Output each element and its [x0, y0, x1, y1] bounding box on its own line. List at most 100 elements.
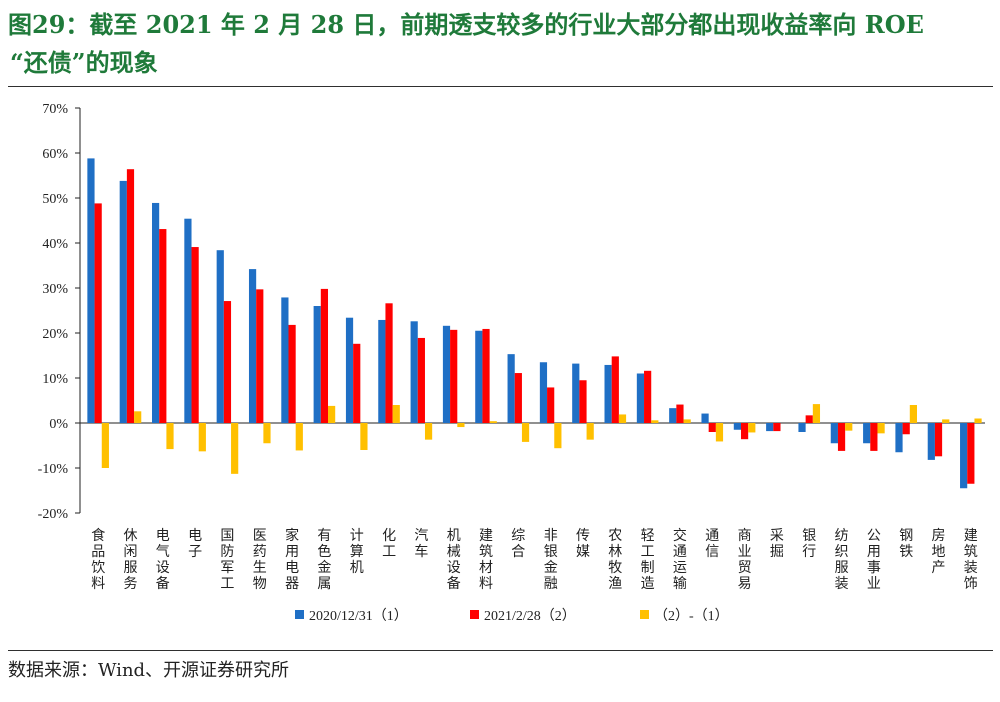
bar-series-2 [773, 423, 781, 432]
bar-series-2 [417, 337, 425, 423]
bar-series-2 [579, 380, 587, 423]
y-tick-label: 10% [42, 372, 68, 387]
bar-series-1 [798, 423, 806, 432]
bar-series-2 [126, 169, 135, 423]
bar-series-1 [475, 330, 483, 423]
bar-series-1 [216, 250, 224, 423]
x-category-label: 传媒 [576, 528, 590, 560]
bar-series-1 [119, 180, 127, 423]
bar-series-2 [159, 229, 167, 423]
y-tick-label: 60% [42, 147, 68, 162]
bar-series-1 [960, 423, 968, 489]
bar-series-3 [457, 423, 465, 428]
bar-series-1 [152, 202, 160, 423]
x-category-label: 轻工制造 [641, 528, 655, 592]
top-rule [8, 86, 993, 87]
x-category-label: 农林牧渔 [608, 528, 622, 592]
bar-series-2 [514, 373, 522, 423]
bar-series-3 [618, 414, 627, 423]
x-category-label: 家用电器 [285, 527, 299, 592]
y-tick-label: 30% [42, 282, 68, 297]
bar-series-3 [101, 423, 109, 468]
bar-series-3 [521, 423, 530, 442]
bar-series-1 [410, 321, 418, 423]
x-category-label: 化工 [382, 528, 396, 560]
y-tick-label: 70% [42, 102, 68, 117]
bar-series-1 [895, 423, 903, 453]
x-category-label: 公用事业 [867, 528, 881, 592]
bar-series-3 [231, 423, 239, 474]
x-category-label: 采掘 [770, 528, 784, 560]
bar-series-1 [733, 423, 741, 430]
bar-series-1 [669, 408, 677, 423]
figure-title: 图29：截至 2021 年 2 月 28 日，前期透支较多的行业大部分都出现收益… [8, 6, 993, 82]
bar-series-3 [877, 423, 885, 434]
y-tick-label: 40% [42, 237, 68, 252]
bar-series-1 [572, 363, 580, 423]
bar-series-1 [442, 325, 451, 423]
source-note: 数据来源：Wind、开源证券研究所 [8, 660, 290, 681]
bar-chart: -20% -10% 0% 10% 20% 30% 40% 50% 60% 70% 食品饮料 休闲服务 电… [38, 102, 985, 624]
bar-series-3 [974, 418, 982, 423]
x-category-label: 汽车 [414, 528, 428, 560]
bar-series-2 [223, 301, 232, 423]
x-category-label: 银行 [802, 528, 816, 560]
x-category-label: 纺织服装 [835, 528, 849, 592]
bar-series-3 [295, 423, 303, 451]
x-category-label: 综合 [511, 528, 525, 560]
y-tick-label: 20% [42, 327, 68, 342]
bar-series-1 [345, 317, 354, 423]
x-category-label: 商业贸易 [738, 528, 752, 592]
bar-series-1 [604, 364, 612, 423]
bar-series-1 [87, 158, 95, 423]
bar-series-3 [942, 419, 950, 423]
bar-series-3 [586, 423, 594, 440]
bar-series-3 [909, 405, 917, 423]
legend-swatch-3 [640, 610, 649, 619]
legend-swatch-2 [470, 610, 479, 619]
figure-title-line-1: 图29：截至 2021 年 2 月 28 日，前期透支较多的行业大部分都出现收益… [8, 10, 924, 39]
bar-series-3 [360, 423, 368, 450]
x-category-label: 有色金属 [317, 528, 331, 592]
x-category-label: 电子 [188, 528, 202, 560]
bottom-rule [8, 650, 993, 651]
bar-series-2 [740, 423, 749, 440]
bar-series-2 [353, 343, 361, 423]
x-category-label: 计算机 [350, 528, 364, 576]
bar-series-3 [134, 411, 142, 423]
bar-series-3 [489, 421, 497, 423]
bar-series-2 [450, 329, 458, 423]
bar-series-1 [184, 218, 192, 423]
bar-series-2 [837, 423, 846, 451]
bar-series-3 [554, 423, 562, 449]
y-tick-label: -20% [38, 507, 69, 522]
legend-label-1: 2020/12/31（1） [309, 608, 408, 624]
y-tick-label: 0% [49, 417, 68, 432]
x-category-label: 机械设备 [447, 528, 461, 592]
bar-series-2 [547, 387, 555, 423]
x-category-label: 钢铁 [899, 528, 913, 560]
bar-series-2 [385, 303, 393, 423]
legend-label-2: 2021/2/28（2） [484, 608, 576, 624]
x-category-label: 建筑材料 [479, 528, 493, 592]
x-category-label: 非银金融 [544, 528, 558, 592]
bar-series-2 [320, 288, 329, 423]
bar-series-1 [927, 423, 935, 460]
x-category-label: 房地产 [932, 528, 946, 576]
bar-series-1 [766, 423, 774, 432]
bar-series-1 [378, 319, 386, 423]
bar-series-1 [701, 413, 709, 423]
y-tick-label: 50% [42, 192, 68, 207]
bar-series-1 [507, 354, 515, 423]
bar-series-1 [863, 423, 871, 444]
bar-series-1 [248, 269, 257, 423]
x-category-label: 医药生物 [253, 528, 267, 592]
bar-series-2 [482, 328, 490, 423]
bar-series-2 [934, 423, 943, 457]
x-category-label: 食品饮料 [91, 527, 105, 592]
bar-series-2 [611, 356, 619, 423]
bar-series-2 [870, 423, 878, 451]
bar-series-1 [539, 362, 548, 423]
x-category-label: 国防军工 [220, 528, 234, 592]
bar-series-2 [676, 404, 684, 423]
